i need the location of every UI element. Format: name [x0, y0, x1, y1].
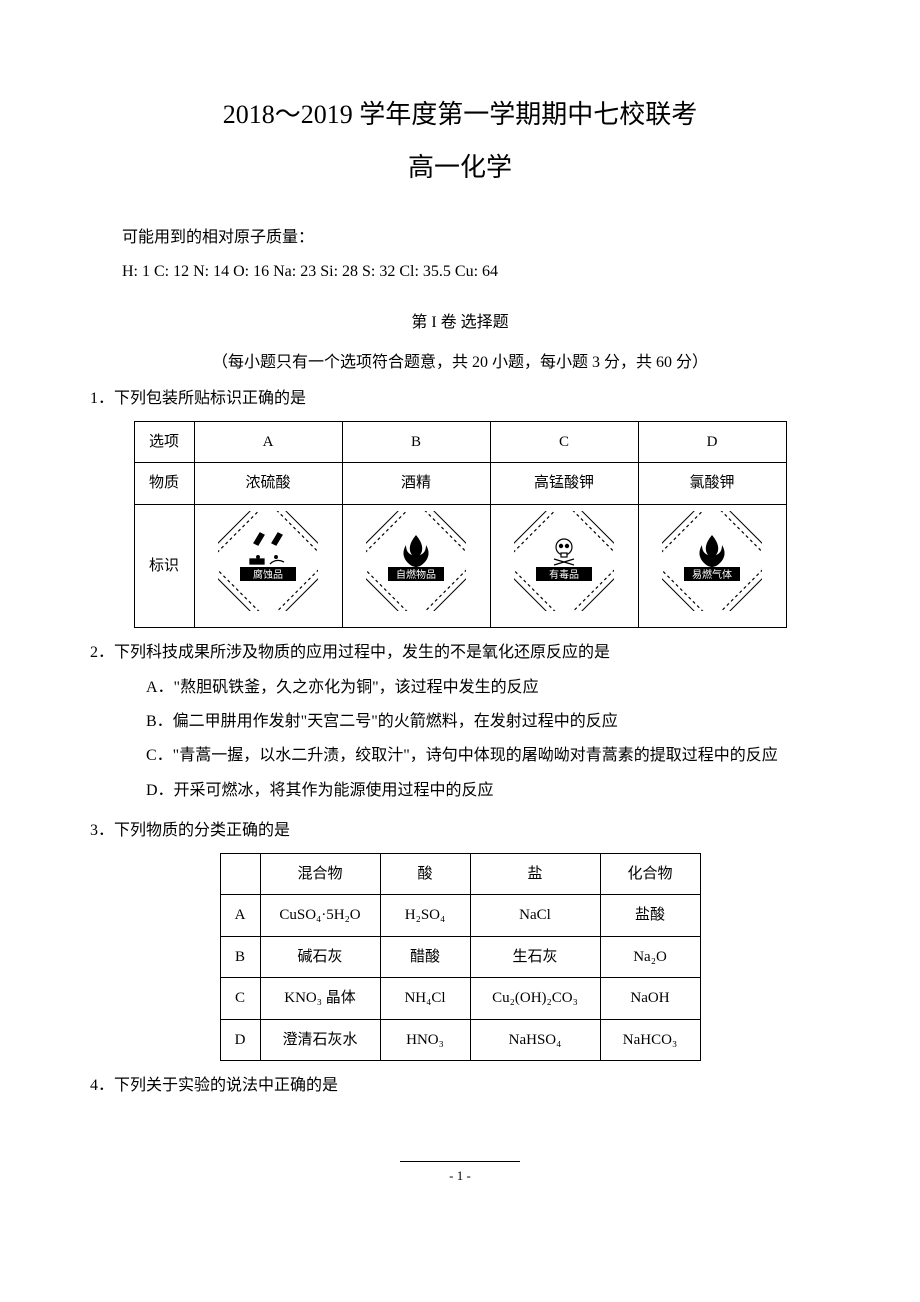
svg-text:腐蚀品: 腐蚀品: [253, 568, 283, 581]
part1-header: 第 I 卷 选择题: [90, 308, 830, 338]
q1-subst-C: 高锰酸钾: [490, 463, 638, 505]
q1-hazard-D: 易燃气体: [638, 504, 786, 628]
page-number: - 1 -: [449, 1168, 471, 1183]
part1-note: （每小题只有一个选项符合题意，共 20 小题，每小题 3 分，共 60 分）: [90, 348, 830, 378]
table-row: D 澄清石灰水 HNO₃ NaHSO₄ NaHCO₃: [220, 1019, 700, 1061]
q3-C-0: C: [220, 978, 260, 1020]
q3-A-1: CuSO₄·5H₂O: [260, 895, 380, 937]
q4-stem: 4．下列关于实验的说法中正确的是: [90, 1071, 830, 1101]
q3-B-0: B: [220, 936, 260, 978]
q2-opt-D: D．开采可燃冰，将其作为能源使用过程中的反应: [146, 776, 830, 806]
q3-C-2: NH₄Cl: [380, 978, 470, 1020]
svg-text:有毒品: 有毒品: [549, 568, 579, 581]
svg-text:自燃物品: 自燃物品: [396, 568, 436, 581]
q3-D-1: 澄清石灰水: [260, 1019, 380, 1061]
q2-opt-A: A．"熬胆矾铁釜，久之亦化为铜"，该过程中发生的反应: [146, 673, 830, 703]
q1-subst-D: 氯酸钾: [638, 463, 786, 505]
table-row: C KNO₃ 晶体 NH₄Cl Cu₂(OH)₂CO₃ NaOH: [220, 978, 700, 1020]
q1-hazard-A: 腐蚀品: [194, 504, 342, 628]
flammable-gas-hazard-icon: 易燃气体: [662, 511, 762, 622]
q3-h1: 混合物: [260, 853, 380, 895]
exam-title-sub: 高一化学: [90, 143, 830, 192]
svg-text:易燃气体: 易燃气体: [692, 568, 732, 581]
q3-B-4: Na₂O: [600, 936, 700, 978]
q3-h2: 酸: [380, 853, 470, 895]
q1-col-C: C: [490, 421, 638, 463]
q1-rowlabel-2: 标识: [134, 504, 194, 628]
question-3: 3．下列物质的分类正确的是 混合物 酸 盐 化合物 A CuSO₄·5H₂O H…: [90, 816, 830, 1061]
q3-B-3: 生石灰: [470, 936, 600, 978]
table-row: B 碱石灰 醋酸 生石灰 Na₂O: [220, 936, 700, 978]
q3-B-2: 醋酸: [380, 936, 470, 978]
q3-D-2: HNO₃: [380, 1019, 470, 1061]
atomic-mass-list: H: 1 C: 12 N: 14 O: 16 Na: 23 Si: 28 S: …: [90, 257, 830, 287]
q3-A-0: A: [220, 895, 260, 937]
question-2: 2．下列科技成果所涉及物质的应用过程中，发生的不是氧化还原反应的是 A．"熬胆矾…: [90, 638, 830, 806]
table-row: 标识 腐蚀品 自燃物品: [134, 504, 786, 628]
q3-C-4: NaOH: [600, 978, 700, 1020]
q3-D-3: NaHSO₄: [470, 1019, 600, 1061]
q1-col-B: B: [342, 421, 490, 463]
q1-subst-A: 浓硫酸: [194, 463, 342, 505]
q3-D-0: D: [220, 1019, 260, 1061]
q1-rowlabel-0: 选项: [134, 421, 194, 463]
q3-B-1: 碱石灰: [260, 936, 380, 978]
question-4: 4．下列关于实验的说法中正确的是: [90, 1071, 830, 1101]
q1-subst-B: 酒精: [342, 463, 490, 505]
q1-hazard-B: 自燃物品: [342, 504, 490, 628]
table-row: 物质 浓硫酸 酒精 高锰酸钾 氯酸钾: [134, 463, 786, 505]
q1-col-A: A: [194, 421, 342, 463]
q1-hazard-C: 有毒品: [490, 504, 638, 628]
toxic-hazard-icon: 有毒品: [514, 511, 614, 622]
q2-stem: 2．下列科技成果所涉及物质的应用过程中，发生的不是氧化还原反应的是: [90, 638, 830, 668]
q3-h0: [220, 853, 260, 895]
exam-title-main: 2018～2019 学年度第一学期期中七校联考: [90, 90, 830, 139]
table-row: 选项 A B C D: [134, 421, 786, 463]
q1-table: 选项 A B C D 物质 浓硫酸 酒精 高锰酸钾 氯酸钾 标识 腐蚀: [134, 421, 787, 629]
q1-stem: 1．下列包装所贴标识正确的是: [90, 384, 830, 414]
spontaneous-combustion-hazard-icon: 自燃物品: [366, 511, 466, 622]
corrosive-hazard-icon: 腐蚀品: [218, 511, 318, 622]
table-row: A CuSO₄·5H₂O H₂SO₄ NaCl 盐酸: [220, 895, 700, 937]
page-footer: - 1 -: [90, 1161, 830, 1189]
question-1: 1．下列包装所贴标识正确的是 选项 A B C D 物质 浓硫酸 酒精 高锰酸钾…: [90, 384, 830, 628]
q3-C-1: KNO₃ 晶体: [260, 978, 380, 1020]
q3-A-2: H₂SO₄: [380, 895, 470, 937]
q3-A-3: NaCl: [470, 895, 600, 937]
q1-col-D: D: [638, 421, 786, 463]
q3-h4: 化合物: [600, 853, 700, 895]
atomic-mass-label: 可能用到的相对原子质量：: [90, 223, 830, 253]
q1-rowlabel-1: 物质: [134, 463, 194, 505]
q3-table: 混合物 酸 盐 化合物 A CuSO₄·5H₂O H₂SO₄ NaCl 盐酸 B…: [220, 853, 701, 1062]
footer-rule: [400, 1161, 520, 1162]
q3-h3: 盐: [470, 853, 600, 895]
q2-opt-C: C．"青蒿一握，以水二升渍，绞取汁"，诗句中体现的屠呦呦对青蒿素的提取过程中的反…: [146, 741, 830, 771]
table-row: 混合物 酸 盐 化合物: [220, 853, 700, 895]
q3-stem: 3．下列物质的分类正确的是: [90, 816, 830, 846]
q2-opt-B: B．偏二甲肼用作发射"天宫二号"的火箭燃料，在发射过程中的反应: [146, 707, 830, 737]
q3-C-3: Cu₂(OH)₂CO₃: [470, 978, 600, 1020]
q3-A-4: 盐酸: [600, 895, 700, 937]
q3-D-4: NaHCO₃: [600, 1019, 700, 1061]
